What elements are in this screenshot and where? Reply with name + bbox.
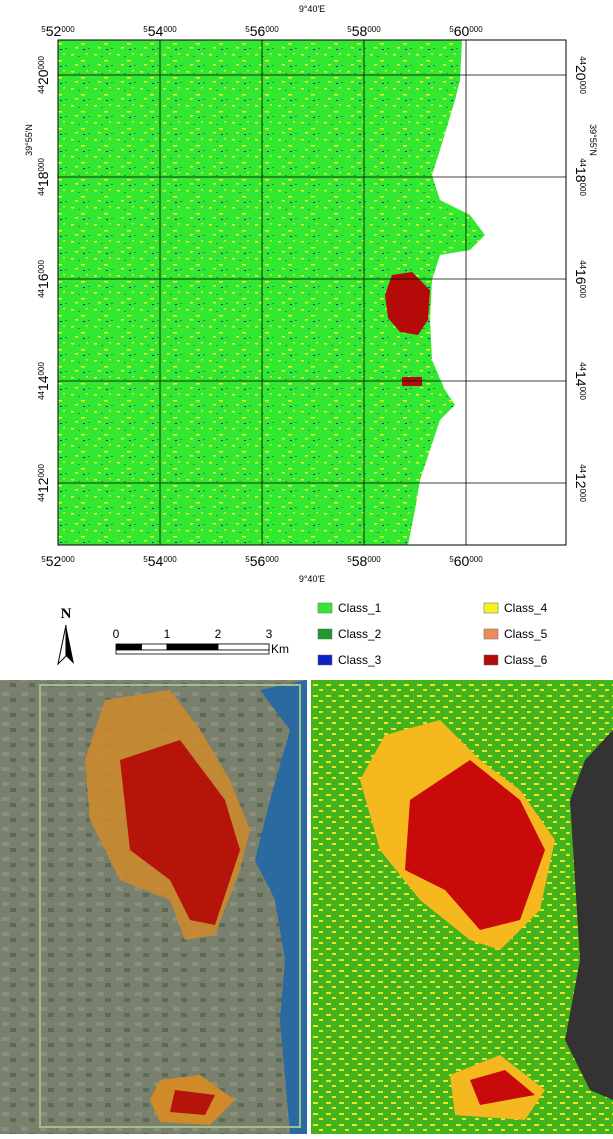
grid-label-part: 52 bbox=[46, 553, 62, 569]
grid-label: 554000 bbox=[143, 23, 177, 39]
grid-label: 560000 bbox=[449, 553, 483, 569]
grid-label-part: 000 bbox=[37, 362, 46, 376]
scale-segment bbox=[116, 644, 142, 650]
grid-label-part: 58 bbox=[352, 553, 368, 569]
grid-label: 558000 bbox=[347, 553, 381, 569]
grid-label-part: 18 bbox=[35, 171, 51, 187]
figure: N 552000 552000 554000 554000 556000 556000 55… bbox=[0, 0, 613, 1134]
grid-label-part: 000 bbox=[163, 555, 177, 564]
grid-label-part: 000 bbox=[61, 555, 75, 564]
grid-label: 4420000 bbox=[35, 56, 51, 94]
grid-label-part: 16 bbox=[573, 269, 589, 285]
lat-label: 39°55'N bbox=[24, 124, 34, 156]
grid-label-part: 000 bbox=[578, 387, 587, 401]
legend-label: Class_1 bbox=[338, 601, 382, 615]
legend-swatch bbox=[484, 655, 498, 665]
grid-label-part: 000 bbox=[469, 555, 483, 564]
arrow-half bbox=[66, 625, 74, 664]
satellite-panel bbox=[0, 680, 307, 1134]
grid-label: 4412000 bbox=[35, 464, 51, 502]
legend-swatch bbox=[484, 603, 498, 613]
legend-label: Class_3 bbox=[338, 653, 382, 667]
grid-label: 4414000 bbox=[35, 362, 51, 400]
grid-label-part: 000 bbox=[61, 25, 75, 34]
legend-swatch bbox=[484, 629, 498, 639]
legend-label: Class_4 bbox=[504, 601, 548, 615]
scale-segment bbox=[116, 650, 269, 654]
scale-label: 3 bbox=[266, 627, 273, 641]
grid-label-part: 000 bbox=[163, 25, 177, 34]
grid-label-part: 52 bbox=[46, 23, 62, 39]
scale-unit: Km bbox=[271, 642, 289, 656]
grid-label-part: 000 bbox=[265, 25, 279, 34]
grid-label-part: 000 bbox=[578, 285, 587, 299]
legend-swatch bbox=[318, 629, 332, 639]
legend-label: Class_6 bbox=[504, 653, 548, 667]
grid-label-part: 000 bbox=[578, 183, 587, 197]
grid-label-part: 000 bbox=[37, 464, 46, 478]
lon-label: 9°40'E bbox=[299, 4, 325, 14]
grid-label-part: 56 bbox=[250, 23, 266, 39]
grid-label: 4418000 bbox=[35, 158, 51, 196]
legend-swatch bbox=[318, 655, 332, 665]
grid-label: 560000 bbox=[449, 23, 483, 39]
grid-label-part: 60 bbox=[454, 553, 470, 569]
grid-label-part: 16 bbox=[35, 273, 51, 289]
grid-label-part: 54 bbox=[148, 23, 164, 39]
grid-label: 556000 bbox=[245, 23, 279, 39]
grid-label: 4420000 bbox=[573, 56, 589, 94]
scale-label: 0 bbox=[113, 627, 120, 641]
grid-label-part: 56 bbox=[250, 553, 266, 569]
legend-swatch bbox=[318, 603, 332, 613]
grid-label-part: 60 bbox=[454, 23, 470, 39]
grid-label-part: 000 bbox=[469, 25, 483, 34]
grid-label-part: 000 bbox=[37, 260, 46, 274]
grid-label: 4414000 bbox=[573, 362, 589, 400]
grid-label-part: 14 bbox=[573, 371, 589, 387]
grid-label-part: 54 bbox=[148, 553, 164, 569]
grid-label-part: 20 bbox=[35, 69, 51, 85]
grid-label-part: 000 bbox=[367, 555, 381, 564]
grid-label-part: 000 bbox=[578, 489, 587, 503]
legend-label: Class_5 bbox=[504, 627, 548, 641]
burned-area bbox=[402, 377, 422, 386]
classified-panel bbox=[311, 680, 613, 1134]
grid-label-part: 14 bbox=[35, 375, 51, 391]
grid-label: 552000 bbox=[41, 23, 75, 39]
grid-label-part: 12 bbox=[573, 473, 589, 489]
grid-label: 4418000 bbox=[573, 158, 589, 196]
arrow-half bbox=[58, 625, 66, 664]
grid-label-part: 000 bbox=[367, 25, 381, 34]
legend-label: Class_2 bbox=[338, 627, 382, 641]
grid-label-part: 58 bbox=[352, 23, 368, 39]
scale-segment bbox=[142, 644, 168, 650]
grid-label-part: 000 bbox=[578, 81, 587, 95]
scale-segment bbox=[167, 644, 218, 650]
grid-label: 4416000 bbox=[35, 260, 51, 298]
grid-label-part: 000 bbox=[37, 158, 46, 172]
grid-label: 554000 bbox=[143, 553, 177, 569]
scale-label: 2 bbox=[215, 627, 222, 641]
grid-label-part: 000 bbox=[37, 56, 46, 70]
grid-label-part: 20 bbox=[573, 65, 589, 81]
scale-segment bbox=[218, 644, 269, 650]
grid-label: 4416000 bbox=[573, 260, 589, 298]
lon-label: 9°40'E bbox=[299, 574, 325, 584]
grid-label-part: 000 bbox=[265, 555, 279, 564]
grid-label: 4412000 bbox=[573, 464, 589, 502]
grid-label: 556000 bbox=[245, 553, 279, 569]
north-arrow: N bbox=[58, 606, 74, 664]
grid-label-part: 12 bbox=[35, 477, 51, 493]
grid-label-part: 18 bbox=[573, 167, 589, 183]
lat-label: 39°55'N bbox=[588, 124, 598, 156]
scale-label: 1 bbox=[164, 627, 171, 641]
grid-label: 552000 bbox=[41, 553, 75, 569]
grid-label: 558000 bbox=[347, 23, 381, 39]
north-label: N bbox=[61, 606, 72, 622]
classified-map bbox=[58, 40, 566, 545]
